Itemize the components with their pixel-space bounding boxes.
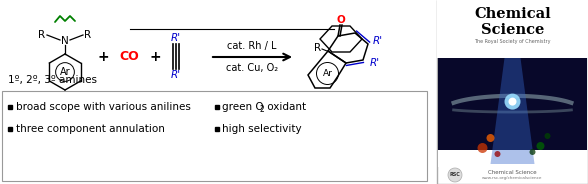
Text: RSC: RSC [450,173,460,178]
Circle shape [544,133,550,139]
Text: green O: green O [222,102,264,112]
Text: +: + [149,50,161,64]
Text: 2: 2 [260,105,265,114]
Text: cat. Cu, O₂: cat. Cu, O₂ [226,63,278,73]
Circle shape [495,151,500,157]
Text: R': R' [171,70,181,80]
Text: R: R [315,43,322,53]
Circle shape [448,168,462,182]
Text: R: R [38,30,45,40]
Text: CO: CO [119,50,139,63]
Text: O: O [336,15,345,25]
Circle shape [505,94,520,110]
Text: R': R' [373,36,383,46]
Bar [437,0,588,184]
Text: Ar: Ar [60,67,71,77]
Polygon shape [490,58,534,164]
Text: N: N [61,36,69,46]
Text: The Royal Society of Chemistry: The Royal Society of Chemistry [475,40,551,45]
Text: 1º, 2º, 3º amines: 1º, 2º, 3º amines [8,75,97,85]
Bar [437,0,588,58]
Text: Chemical: Chemical [474,7,551,21]
Circle shape [536,142,544,150]
Text: broad scope with various anilines: broad scope with various anilines [15,102,191,112]
Text: high selectivity: high selectivity [222,124,302,134]
Circle shape [509,98,516,106]
Text: Science: Science [481,23,544,37]
Text: three component annulation: three component annulation [15,124,165,134]
Circle shape [477,143,487,153]
Text: oxidant: oxidant [265,102,306,112]
Text: R': R' [370,58,380,68]
Text: Ar: Ar [323,69,332,78]
Text: Chemical Science: Chemical Science [487,169,536,174]
Bar [438,58,587,166]
Text: R: R [85,30,92,40]
Bar [438,150,587,167]
Text: www.rsc.org/chemicalscience: www.rsc.org/chemicalscience [482,176,542,180]
Text: R': R' [171,33,181,43]
Circle shape [486,134,495,142]
FancyBboxPatch shape [2,91,427,181]
Circle shape [530,149,536,155]
Text: +: + [97,50,109,64]
Text: cat. Rh / L: cat. Rh / L [227,41,277,51]
